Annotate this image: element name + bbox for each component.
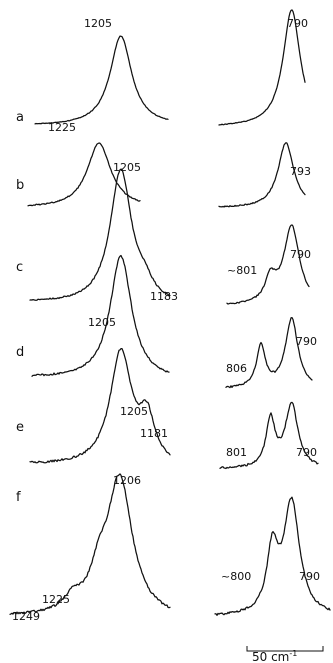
peak-label-a-790: 790 — [287, 17, 308, 30]
trace-label-c: c — [16, 260, 23, 275]
peak-label-f-1225: 1225 — [42, 593, 70, 606]
trace-left-b — [27, 142, 141, 207]
trace-label-d: d — [16, 345, 24, 360]
trace-right-b — [218, 142, 306, 208]
trace-right-f — [214, 496, 331, 616]
peak-label-e-790: 790 — [296, 446, 317, 459]
scale-bar-text: 50 cm — [252, 650, 289, 663]
trace-left-c — [29, 168, 171, 301]
peak-label-d-806: 806 — [226, 362, 247, 375]
peak-label-c-main: 1205 — [113, 161, 141, 174]
peak-label-c-801: ~801 — [227, 264, 257, 277]
trace-label-f: f — [16, 490, 21, 505]
spectral-traces — [9, 9, 331, 616]
peak-label-b-main: 1225 — [48, 121, 76, 134]
trace-left-d — [31, 254, 170, 377]
peak-label-d-790: 790 — [296, 335, 317, 348]
trace-label-a: a — [16, 110, 24, 125]
peak-label-f-800: ~800 — [221, 570, 251, 583]
peak-label-e-main: 1205 — [120, 405, 148, 418]
trace-right-a — [218, 9, 306, 126]
trace-left-a — [34, 35, 169, 125]
peak-label-a-main: 1205 — [84, 17, 112, 30]
scale-bar-label: 50 cm-1 — [252, 649, 297, 663]
trace-label-e: e — [16, 420, 24, 435]
trace-label-b: b — [16, 178, 24, 193]
peak-label-c-790: 790 — [290, 248, 311, 261]
trace-right-d — [225, 316, 313, 389]
peak-label-c-shoulder: 1183 — [150, 290, 178, 303]
peak-label-b-793: 793 — [290, 165, 311, 178]
peak-label-f-790: 790 — [299, 570, 320, 583]
scale-bar-exponent: -1 — [289, 649, 297, 658]
trace-right-e — [219, 401, 319, 470]
trace-left-f — [9, 473, 171, 615]
scale-bar — [246, 646, 324, 652]
peak-label-f-1249: 1249 — [12, 610, 40, 623]
trace-right-c — [226, 224, 310, 305]
peak-label-e-shoulder: 1181 — [140, 427, 168, 440]
trace-left-e — [29, 347, 171, 464]
peak-label-f-main: 1206 — [113, 474, 141, 487]
peak-label-d-main: 1205 — [88, 316, 116, 329]
peak-label-e-801: 801 — [226, 446, 247, 459]
